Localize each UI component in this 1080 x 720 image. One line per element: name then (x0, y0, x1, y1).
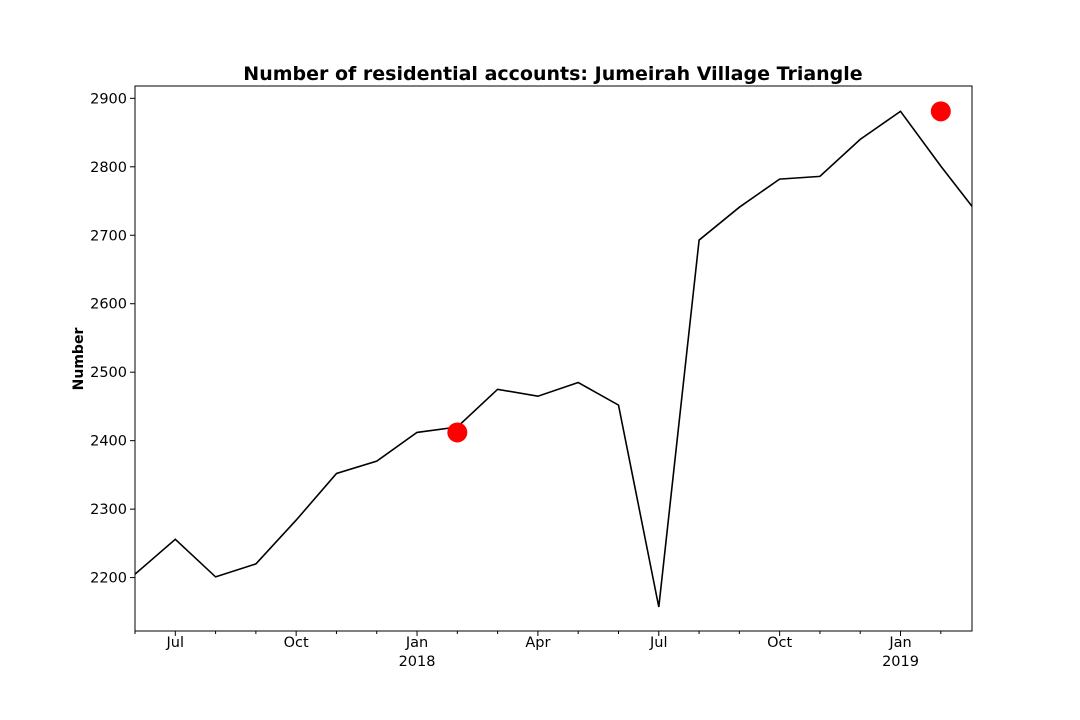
y-tick-label: 2400 (90, 434, 127, 450)
highlight-point-1 (447, 422, 468, 443)
x-tick-label: Jul (166, 635, 185, 651)
axes-frame (134, 85, 973, 632)
series-line (135, 110, 972, 608)
plot-area: 2200 2300 2400 2500 2600 2700 2800 2900 Jul Oct Ja… (90, 85, 973, 670)
y-axis-label: Number (71, 328, 87, 391)
y-tick-label: 2300 (90, 502, 127, 518)
x-tick-year-label: 2019 (882, 654, 919, 670)
chart-title: Number of residential accounts: Jumeirah… (243, 63, 862, 85)
y-tick-label: 2500 (90, 365, 127, 381)
x-tick-label: Jul (649, 635, 668, 651)
x-tick-label: Apr (525, 635, 550, 651)
x-tick-label: Oct (767, 635, 792, 651)
y-tick-label: 2700 (90, 228, 127, 244)
highlight-point-2 (930, 101, 951, 122)
x-tick-label: Oct (284, 635, 309, 651)
x-tick-label: Jan (405, 635, 428, 651)
y-tick-label: 2800 (90, 160, 127, 176)
x-tick-label: Jan (888, 635, 911, 651)
x-tick-year-label: 2018 (399, 654, 436, 670)
y-tick-label: 2600 (90, 297, 127, 313)
y-tick-label: 2200 (90, 571, 127, 587)
y-tick-label: 2900 (90, 91, 127, 107)
